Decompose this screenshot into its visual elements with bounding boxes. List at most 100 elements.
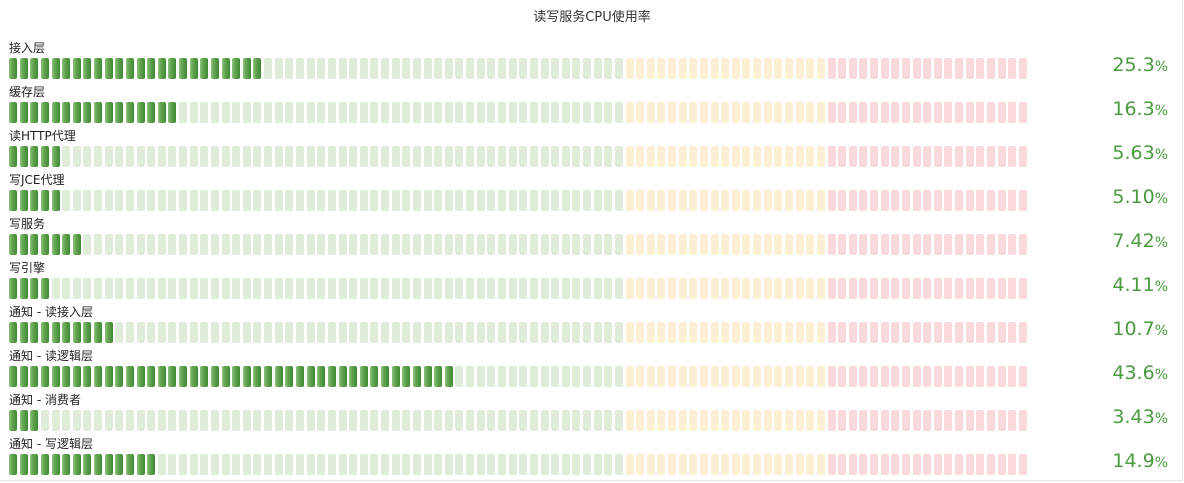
unlit-segment: [370, 234, 379, 255]
unlit-segment: [816, 454, 825, 475]
unlit-segment: [636, 102, 645, 123]
unlit-segment: [125, 234, 134, 255]
unlit-segment: [848, 58, 857, 79]
unlit-segment: [466, 146, 475, 167]
unlit-segment: [572, 410, 581, 431]
unlit-segment: [742, 234, 751, 255]
unlit-segment: [944, 410, 953, 431]
row-label: 写引擎: [9, 261, 46, 275]
unlit-segment: [986, 102, 995, 123]
unlit-segment: [551, 410, 560, 431]
unlit-segment: [880, 58, 889, 79]
unlit-segment: [795, 234, 804, 255]
unlit-segment: [912, 410, 921, 431]
unlit-segment: [614, 102, 623, 123]
unlit-segment: [710, 322, 719, 343]
unlit-segment: [933, 146, 942, 167]
unlit-segment: [657, 454, 666, 475]
unlit-segment: [423, 454, 432, 475]
row-label: 缓存层: [9, 85, 46, 99]
unlit-segment: [614, 234, 623, 255]
unlit-segment: [572, 58, 581, 79]
unlit-segment: [338, 58, 347, 79]
unlit-segment: [912, 366, 921, 387]
unlit-segment: [551, 278, 560, 299]
lit-segment: [104, 322, 113, 343]
unlit-segment: [349, 454, 358, 475]
unlit-segment: [391, 410, 400, 431]
unlit-segment: [1018, 410, 1027, 431]
lit-segment: [168, 58, 177, 79]
unlit-segment: [1008, 58, 1017, 79]
unlit-segment: [264, 322, 273, 343]
unlit-segment: [444, 322, 453, 343]
gauge-row: 写服务 7.42%: [0, 214, 1184, 258]
unlit-segment: [540, 190, 549, 211]
lit-segment: [83, 454, 92, 475]
unlit-segment: [210, 234, 219, 255]
unlit-segment: [976, 366, 985, 387]
unlit-segment: [359, 146, 368, 167]
unlit-segment: [891, 190, 900, 211]
unlit-segment: [604, 410, 613, 431]
unlit-segment: [104, 234, 113, 255]
bar-gauge: [9, 190, 1029, 211]
unlit-segment: [1008, 190, 1017, 211]
unlit-segment: [933, 234, 942, 255]
unlit-segment: [157, 410, 166, 431]
unlit-segment: [412, 234, 421, 255]
unlit-segment: [179, 102, 188, 123]
unlit-segment: [912, 454, 921, 475]
unlit-segment: [94, 234, 103, 255]
lit-segment: [19, 146, 28, 167]
unlit-segment: [434, 410, 443, 431]
unlit-segment: [572, 102, 581, 123]
gauge-row: 通知 - 消费者 3.43%: [0, 390, 1184, 434]
unlit-segment: [997, 102, 1006, 123]
unlit-segment: [434, 234, 443, 255]
unlit-segment: [487, 322, 496, 343]
lit-segment: [444, 366, 453, 387]
unlit-segment: [997, 278, 1006, 299]
unlit-segment: [583, 366, 592, 387]
value-unit: %: [1154, 411, 1168, 427]
unlit-segment: [264, 410, 273, 431]
unlit-segment: [721, 366, 730, 387]
unlit-segment: [561, 322, 570, 343]
unlit-segment: [200, 278, 209, 299]
unlit-segment: [179, 278, 188, 299]
unlit-segment: [561, 58, 570, 79]
lit-segment: [62, 102, 71, 123]
unlit-segment: [678, 58, 687, 79]
gauge-row: 缓存层 16.3%: [0, 82, 1184, 126]
unlit-segment: [200, 102, 209, 123]
unlit-segment: [614, 58, 623, 79]
unlit-segment: [221, 190, 230, 211]
lit-segment: [72, 366, 81, 387]
unlit-segment: [519, 146, 528, 167]
unlit-segment: [381, 278, 390, 299]
unlit-segment: [221, 102, 230, 123]
unlit-segment: [317, 410, 326, 431]
unlit-segment: [285, 146, 294, 167]
unlit-segment: [646, 234, 655, 255]
unlit-segment: [668, 278, 677, 299]
unlit-segment: [721, 410, 730, 431]
unlit-segment: [1008, 234, 1017, 255]
lit-segment: [30, 454, 39, 475]
unlit-segment: [466, 410, 475, 431]
unlit-segment: [901, 190, 910, 211]
unlit-segment: [455, 278, 464, 299]
unlit-segment: [774, 410, 783, 431]
unlit-segment: [189, 454, 198, 475]
unlit-segment: [327, 234, 336, 255]
unlit-segment: [94, 410, 103, 431]
unlit-segment: [678, 146, 687, 167]
unlit-segment: [678, 190, 687, 211]
unlit-segment: [827, 366, 836, 387]
unlit-segment: [274, 278, 283, 299]
lit-segment: [94, 322, 103, 343]
unlit-segment: [944, 190, 953, 211]
unlit-segment: [115, 234, 124, 255]
lit-segment: [125, 102, 134, 123]
